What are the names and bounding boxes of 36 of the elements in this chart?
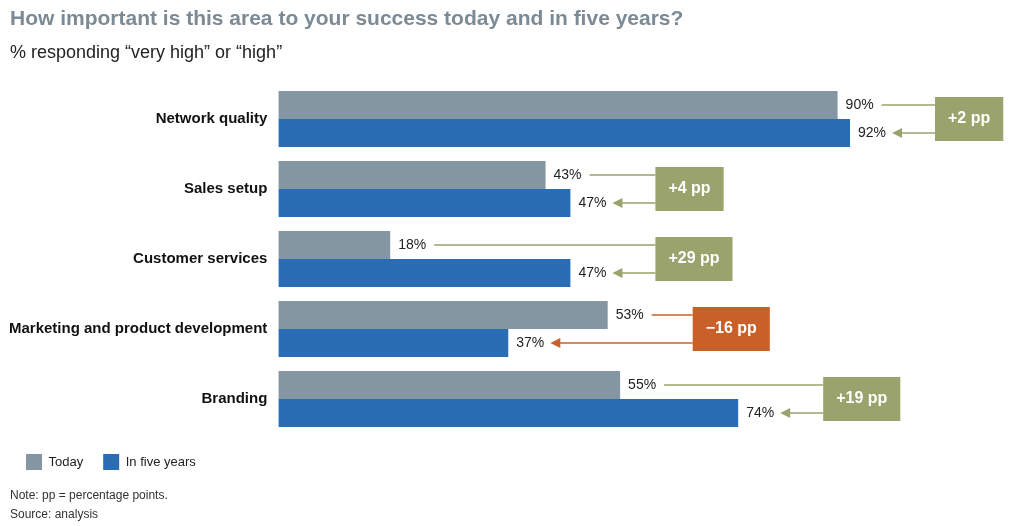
data-label: 90%	[845, 95, 874, 112]
chart-subtitle: % responding “very high” or “high”	[10, 42, 283, 63]
bar	[278, 329, 509, 357]
y-tick-label: Branding	[201, 389, 268, 407]
data-label: 92%	[858, 123, 887, 140]
source-note: Source: analysis	[10, 506, 100, 523]
legend-label: Today	[48, 453, 84, 469]
annotation: −16 pp	[705, 319, 758, 337]
data-label: 47%	[578, 263, 607, 280]
y-tick-label: Marketing and product development	[8, 319, 268, 337]
annotation: +19 pp	[836, 389, 888, 407]
bar	[278, 189, 571, 217]
annotation: +29 pp	[668, 249, 720, 267]
bar	[278, 259, 571, 287]
text: +2 pp	[948, 109, 991, 127]
bar	[278, 371, 621, 399]
y-tick-label: Network quality	[155, 109, 269, 127]
annotation: +4 pp	[668, 179, 711, 197]
data-label: 55%	[628, 375, 657, 392]
data-label: 37%	[516, 333, 545, 350]
bar	[278, 231, 391, 259]
bar	[278, 301, 608, 329]
data-label: 74%	[746, 403, 775, 420]
y-tick-label: Sales setup	[183, 179, 268, 197]
chart-title: How important is this area to your success today and in five years?	[10, 6, 684, 30]
text: Note: pp = percentage points.	[10, 487, 168, 504]
legend-label: In five years	[125, 453, 197, 469]
data-label: 53%	[615, 305, 644, 322]
bar	[278, 399, 739, 427]
data-label: 43%	[553, 165, 582, 182]
data-label: 18%	[398, 235, 427, 252]
y-tick-label: Customer services	[133, 249, 268, 267]
bar	[278, 119, 851, 147]
data-label: 47%	[578, 193, 607, 210]
bar	[278, 91, 838, 119]
bar	[278, 161, 546, 189]
